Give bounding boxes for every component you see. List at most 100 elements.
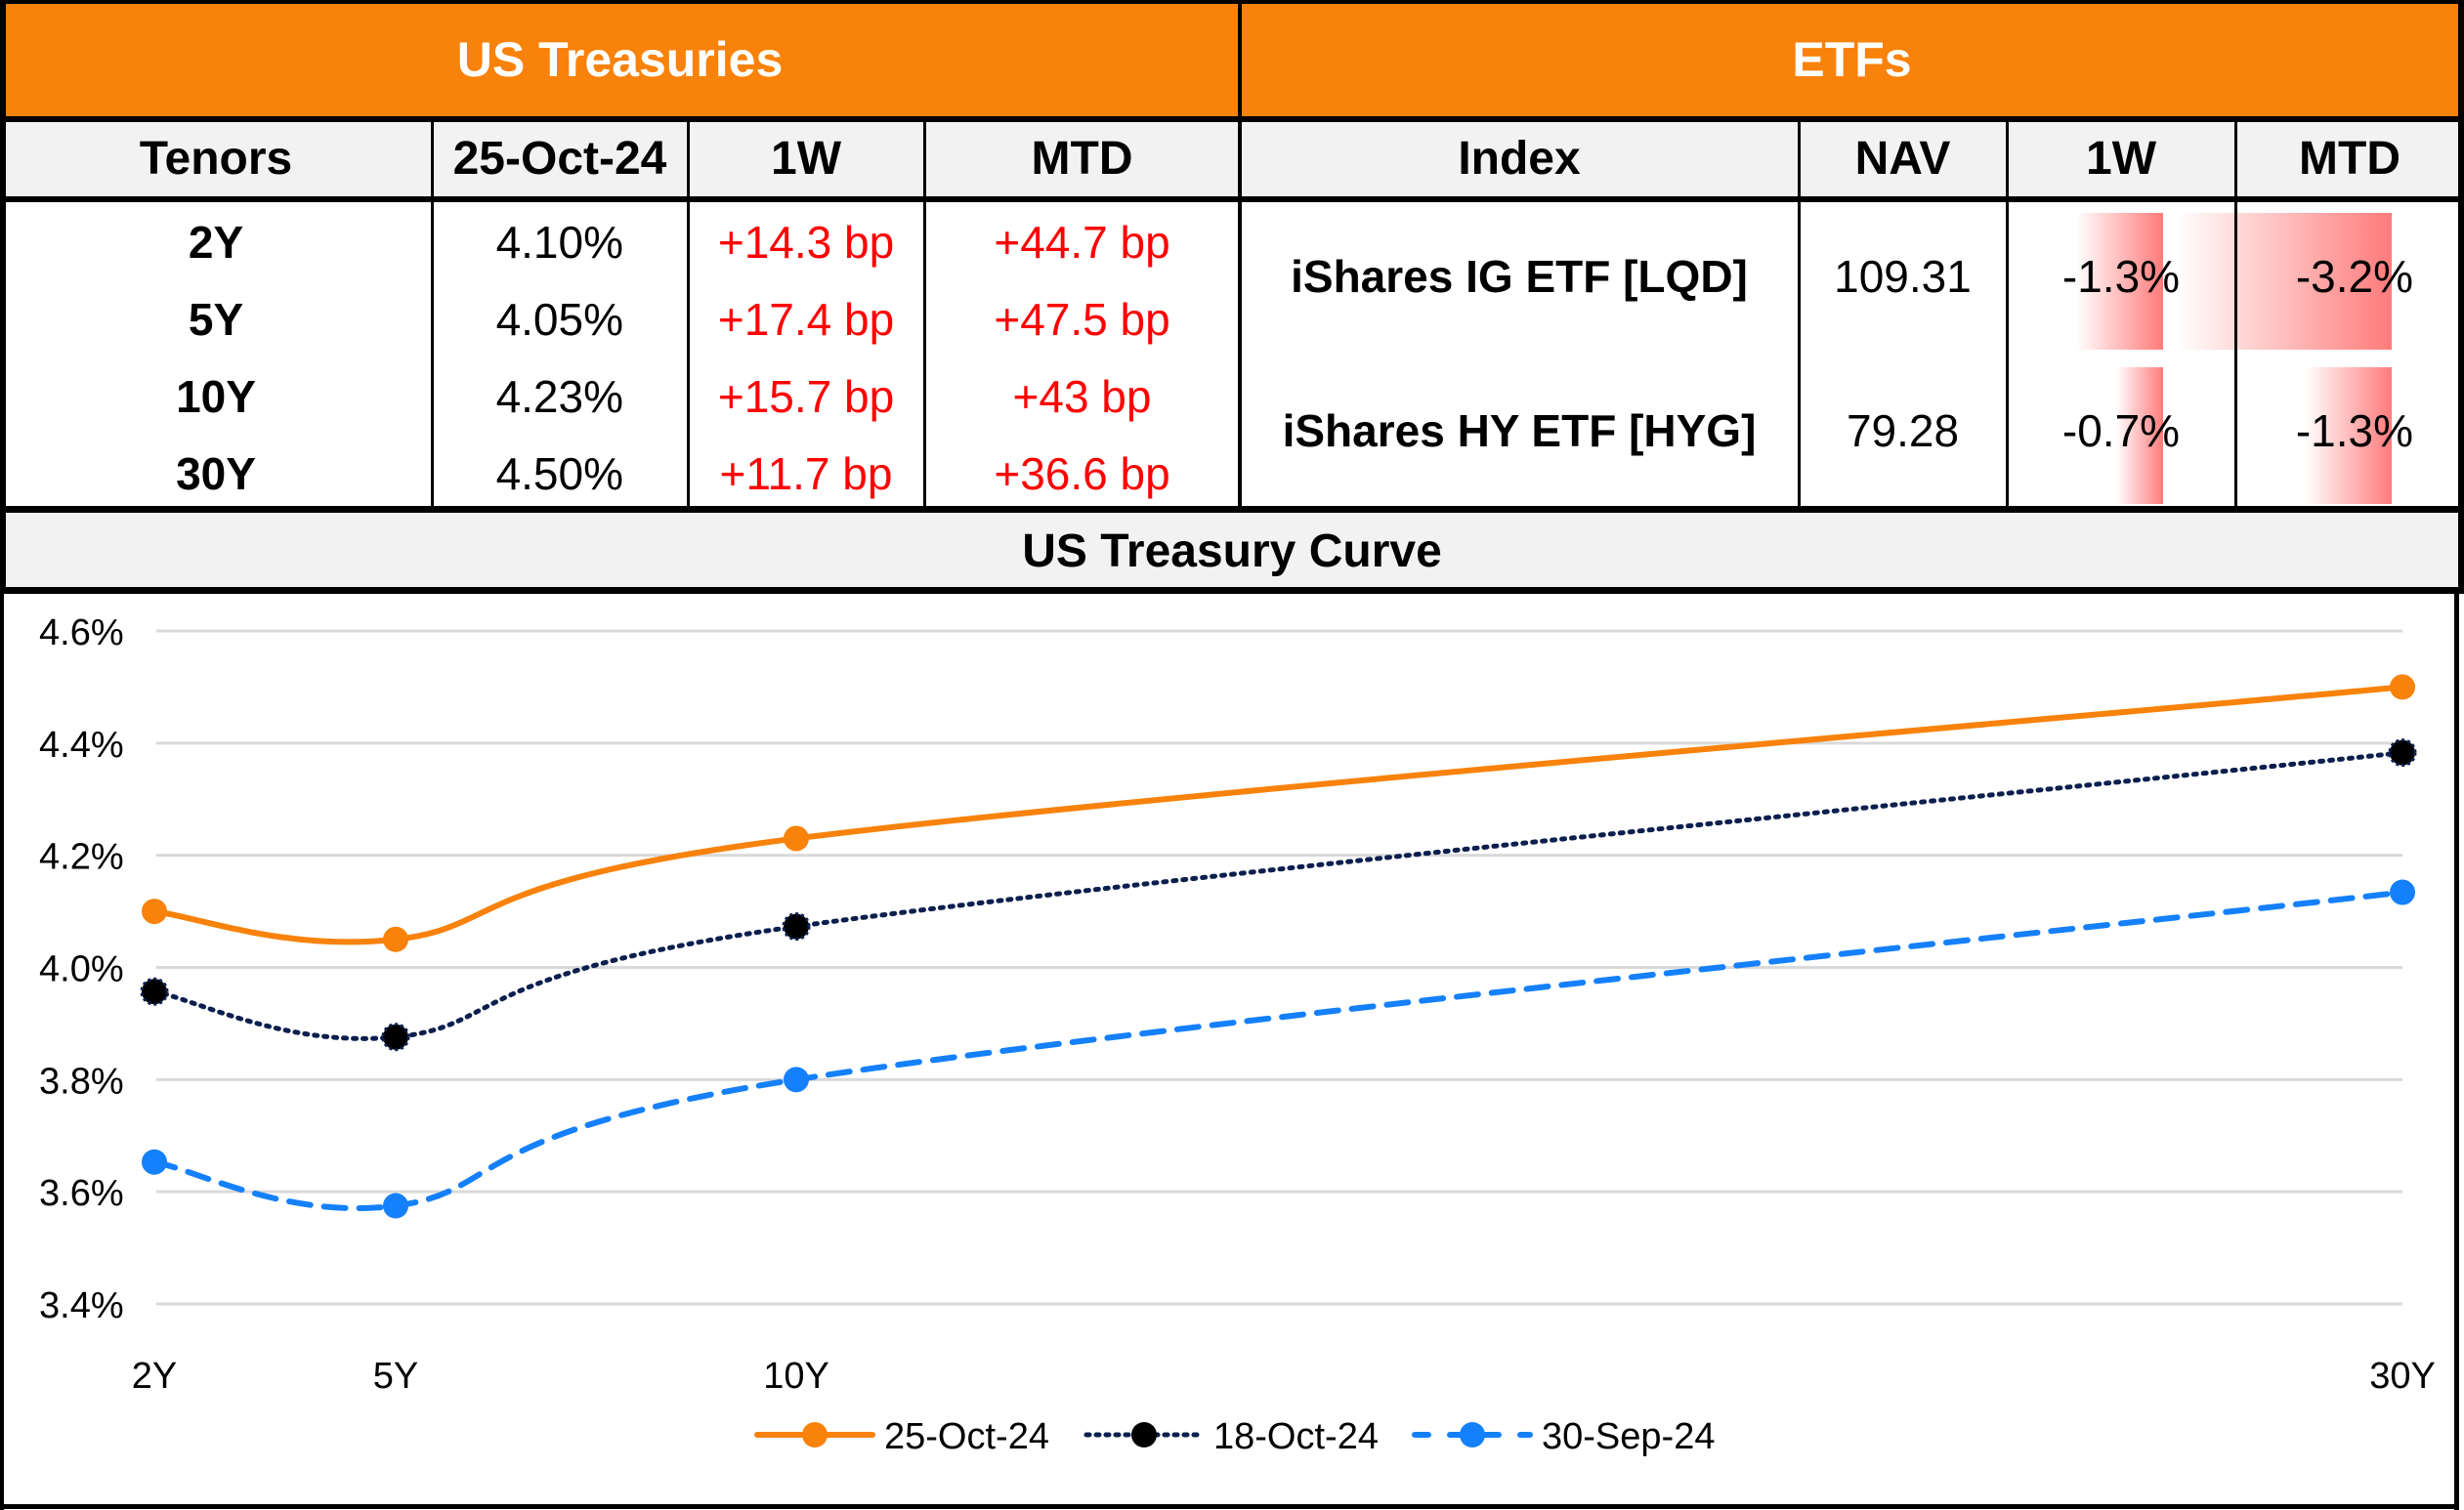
data-point <box>383 926 408 952</box>
x-tick-label: 30Y <box>2369 1356 2436 1397</box>
chart-title-band: US Treasury Curve <box>0 512 2464 590</box>
border-left <box>0 0 6 594</box>
etf-1w-cell: -0.7% <box>2007 357 2235 504</box>
legend-marker <box>802 1422 828 1447</box>
header-tenors-label: Tenors <box>139 133 293 185</box>
legend-item: 30-Sep-24 <box>1412 1416 1715 1457</box>
legend-marker <box>1460 1422 1485 1447</box>
border-top <box>0 0 2464 4</box>
data-point <box>2390 879 2415 905</box>
header-index-label: Index <box>1458 133 1581 185</box>
chart-border-right <box>2454 590 2459 1510</box>
data-point <box>142 899 167 925</box>
etf-mtd-databar <box>2304 367 2392 504</box>
etf-1w-cell: -1.3% <box>2007 203 2235 350</box>
divider <box>2006 119 2009 512</box>
legend-item: 18-Oct-24 <box>1083 1416 1379 1457</box>
tenor-cell: 5Y <box>188 293 244 345</box>
data-point <box>784 1067 809 1093</box>
etf-1w-value: -0.7% <box>2061 405 2181 456</box>
header-etf-mtd-label: MTD <box>2299 133 2400 185</box>
chart-border-left <box>0 590 4 1510</box>
change-1w-cell: +15.7 bp <box>717 370 895 422</box>
header-nav: NAV <box>1799 119 2007 198</box>
change-mtd-cell: +36.6 bp <box>994 447 1170 499</box>
y-tick-label: 3.4% <box>39 1285 124 1326</box>
border-chart-title-bottom <box>0 587 2464 594</box>
yield-cell: 4.50% <box>495 447 623 499</box>
tenor-cell: 2Y <box>188 216 244 268</box>
x-tick-label: 5Y <box>373 1356 418 1397</box>
chart-title: US Treasury Curve <box>1022 524 1442 577</box>
header-etf-1w: 1W <box>2007 119 2235 198</box>
change-1w-cell: +11.7 bp <box>719 447 893 499</box>
legend-label: 30-Sep-24 <box>1542 1416 1715 1457</box>
etfs-title-band: ETFs <box>1240 0 2464 119</box>
data-point <box>383 1193 408 1219</box>
data-point <box>381 1023 410 1052</box>
etf-1w-databar <box>2075 213 2163 350</box>
divider <box>1798 119 1801 512</box>
header-treasury-mtd: MTD <box>924 119 1240 198</box>
tenor-cell: 10Y <box>176 370 256 422</box>
divider-main <box>1238 0 1242 512</box>
data-point <box>784 825 809 852</box>
x-tick-label: 10Y <box>763 1356 829 1397</box>
header-treasury-1w: 1W <box>688 119 924 198</box>
etf-mtd-cell: -3.2% <box>2177 203 2464 350</box>
y-tick-label: 4.4% <box>39 725 124 766</box>
y-tick-label: 3.6% <box>39 1173 124 1214</box>
etf-nav-cell: 79.28 <box>1846 405 1960 456</box>
header-etf-1w-label: 1W <box>2086 133 2156 185</box>
tenor-cell: 30Y <box>176 447 256 499</box>
y-tick-label: 4.0% <box>39 949 124 990</box>
header-date: 25-Oct-24 <box>432 119 688 198</box>
treasuries-title: US Treasuries <box>456 32 784 87</box>
etfs-title: ETFs <box>1792 32 1912 87</box>
border-title-bottom <box>0 116 2464 122</box>
header-etf-mtd: MTD <box>2235 119 2464 198</box>
series-line-30-Sep-24 <box>151 889 2405 1212</box>
yield-cell: 4.23% <box>495 370 623 422</box>
yield-cell: 4.05% <box>495 293 623 345</box>
x-tick-label: 2Y <box>132 1356 177 1397</box>
header-treasury-1w-label: 1W <box>771 133 841 185</box>
legend-label: 18-Oct-24 <box>1213 1416 1379 1457</box>
etf-mtd-cell: -1.3% <box>2235 357 2464 504</box>
etf-index-cell: iShares HY ETF [HYG] <box>1282 405 1757 456</box>
header-treasury-mtd-label: MTD <box>1031 133 1133 185</box>
etf-nav-cell: 109.31 <box>1834 251 1972 302</box>
series-line-18-Oct-24 <box>151 750 2405 1041</box>
yield-cell: 4.10% <box>495 216 623 268</box>
legend-label: 25-Oct-24 <box>884 1416 1049 1457</box>
change-1w-cell: +14.3 bp <box>717 216 895 268</box>
etf-mtd-value: -1.3% <box>2295 405 2413 456</box>
header-nav-label: NAV <box>1854 133 1951 185</box>
change-mtd-cell: +44.7 bp <box>994 216 1170 268</box>
chart-border-bottom <box>0 1504 2459 1509</box>
etf-mtd-databar <box>2177 213 2392 350</box>
series-line-25-Oct-24 <box>151 684 2405 945</box>
y-tick-label: 3.8% <box>39 1061 124 1102</box>
legend-marker <box>1131 1422 1157 1447</box>
data-point <box>2388 738 2417 768</box>
change-mtd-cell: +43 bp <box>1012 370 1152 422</box>
y-tick-label: 4.2% <box>39 837 124 878</box>
border-data-bottom <box>0 506 2464 513</box>
etf-mtd-value: -3.2% <box>2295 251 2413 302</box>
border-right <box>2458 0 2464 594</box>
legend-item: 25-Oct-24 <box>754 1416 1049 1457</box>
header-index: Index <box>1240 119 1799 198</box>
header-tenors: Tenors <box>0 119 432 198</box>
data-point <box>140 977 169 1006</box>
header-date-label: 25-Oct-24 <box>452 133 667 185</box>
etf-1w-value: -1.3% <box>2061 251 2181 302</box>
y-tick-label: 4.6% <box>39 612 124 653</box>
change-mtd-cell: +47.5 bp <box>994 293 1170 345</box>
border-header-bottom <box>0 196 2464 202</box>
divider <box>687 119 690 512</box>
data-point <box>2390 674 2415 700</box>
divider <box>923 119 926 512</box>
treasuries-title-band: US Treasuries <box>0 0 1240 119</box>
